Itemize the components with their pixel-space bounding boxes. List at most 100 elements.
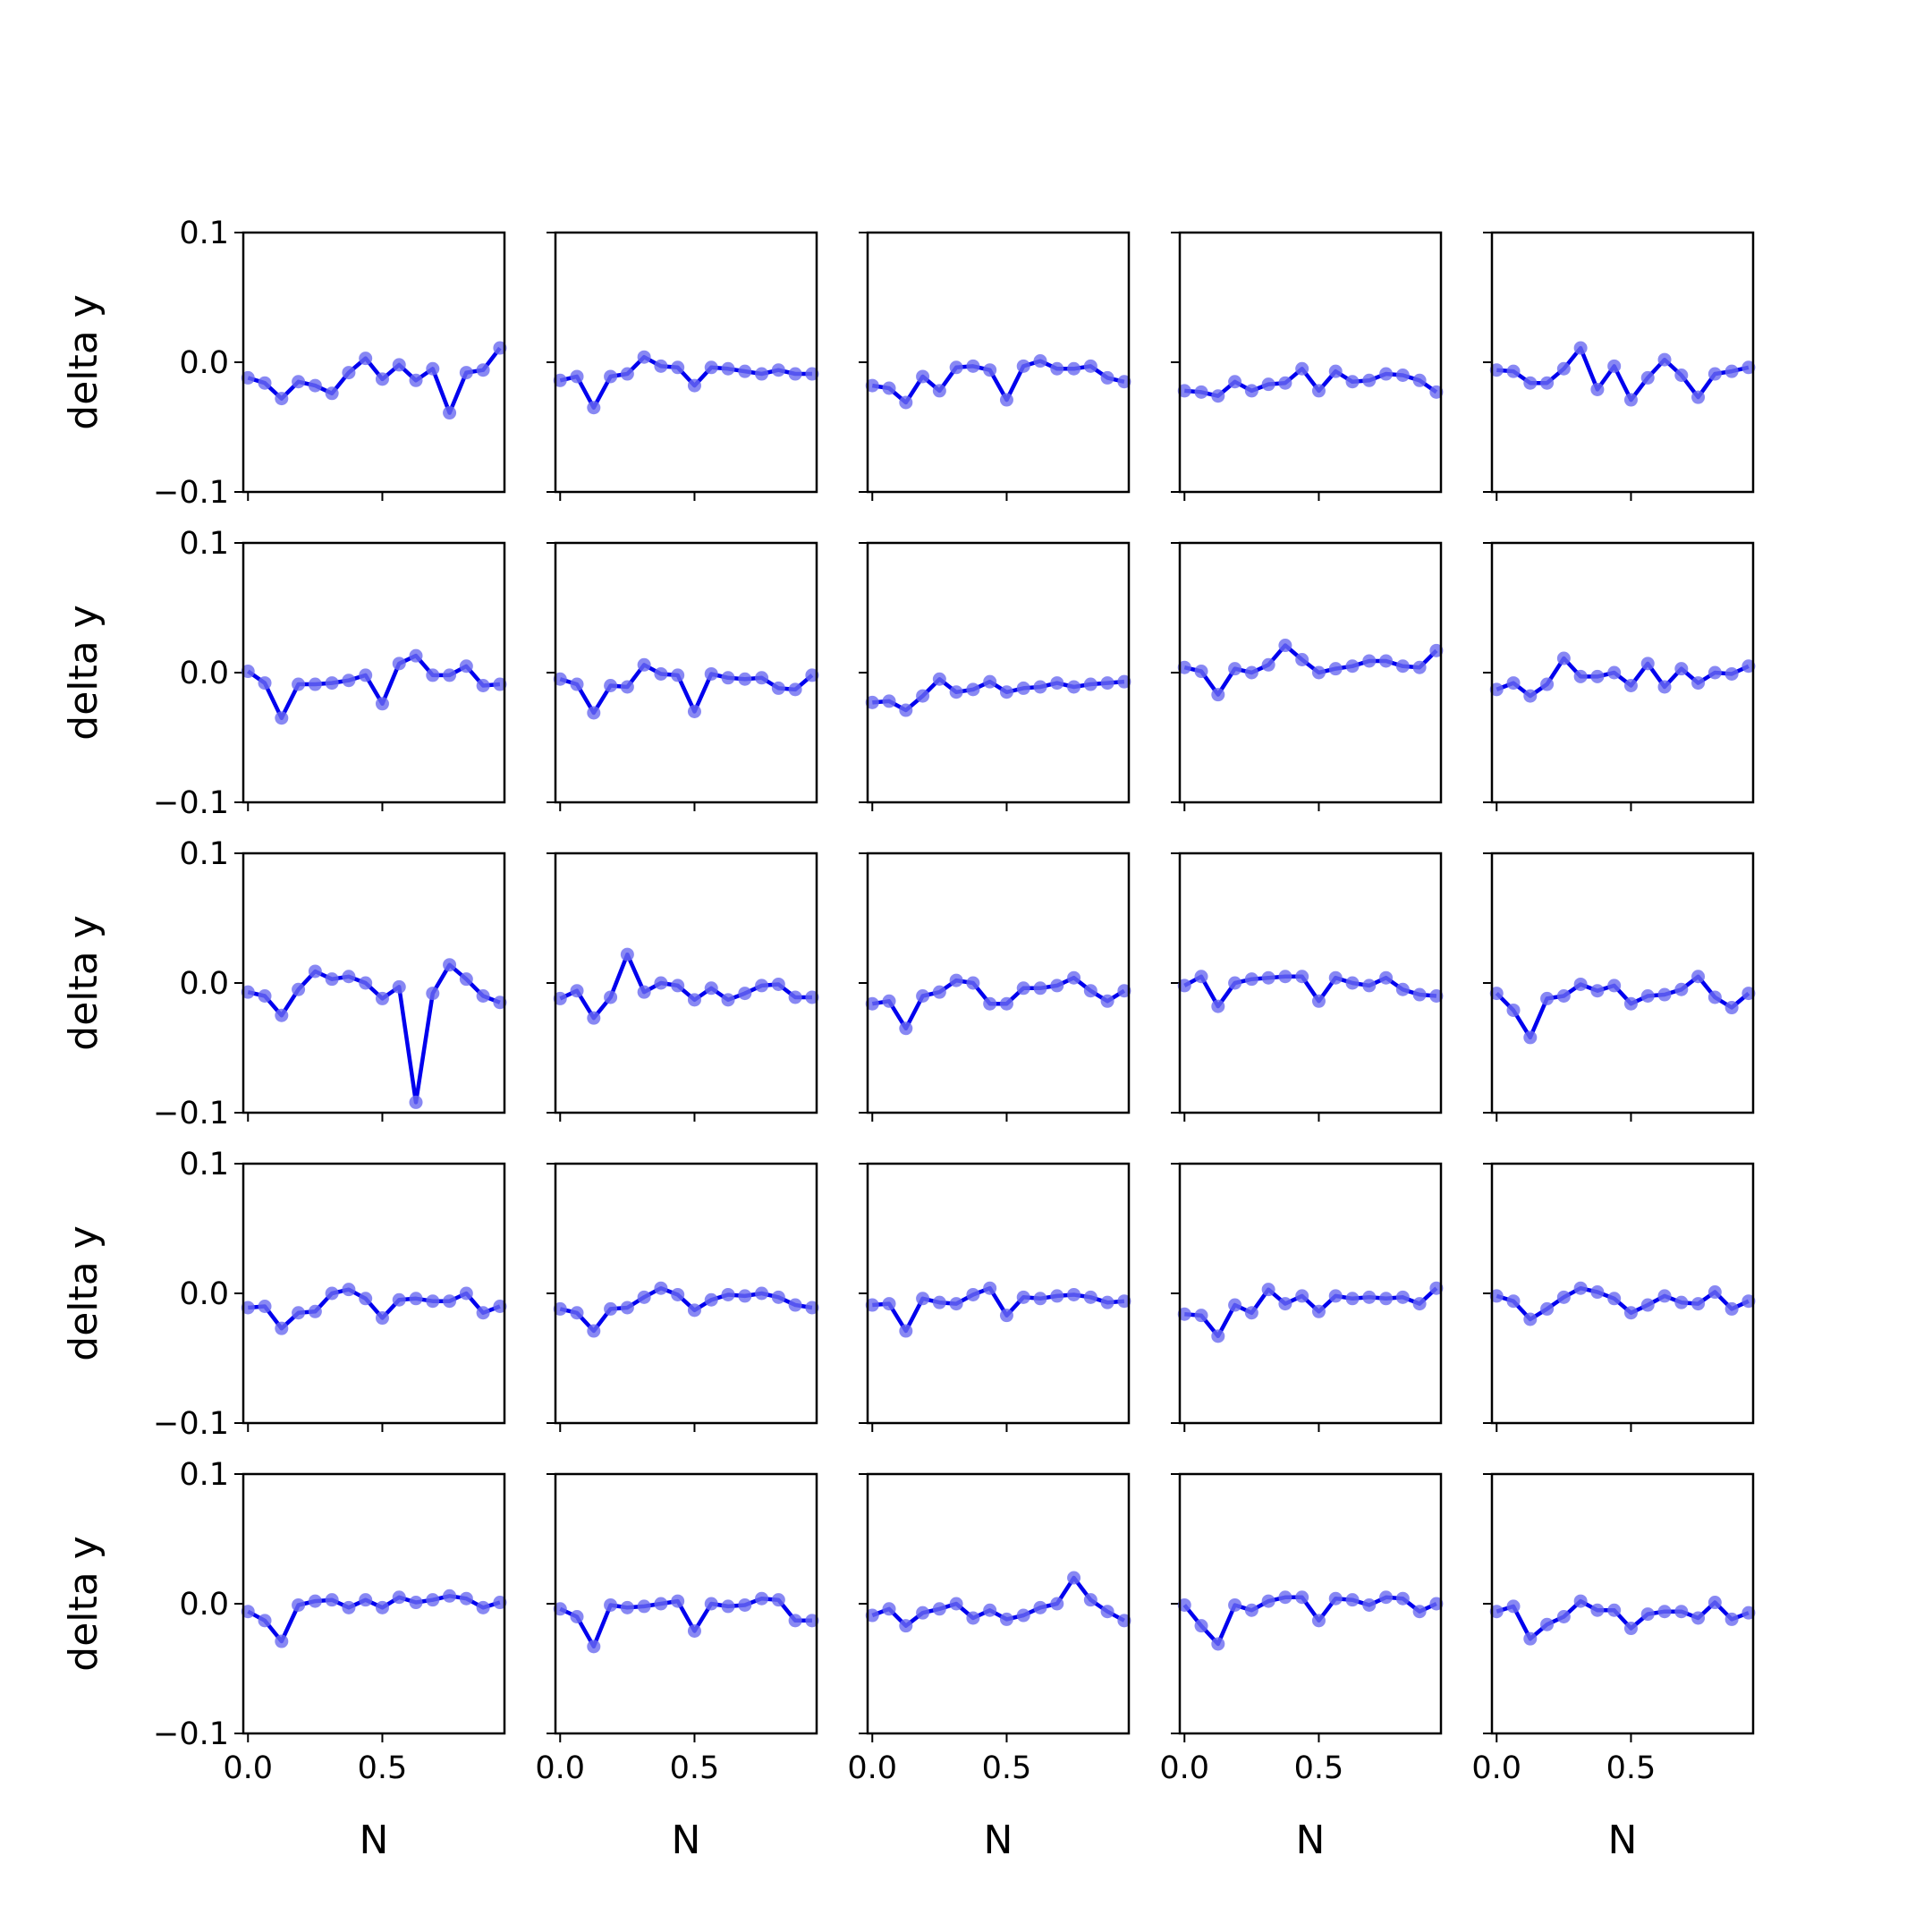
data-point <box>241 1301 255 1315</box>
axes-frame <box>1178 231 1443 494</box>
panel-5-3: 0.0 0.5 N <box>847 1472 1131 1863</box>
data-point <box>292 677 306 691</box>
data-point <box>620 1301 634 1315</box>
data-point <box>587 1324 601 1338</box>
data-point <box>999 996 1013 1011</box>
data-point <box>1100 676 1114 691</box>
data-point <box>1177 660 1191 674</box>
data-point <box>1345 1292 1360 1306</box>
data-point <box>1489 682 1504 697</box>
data-point <box>1177 1307 1191 1321</box>
data-point <box>1640 1298 1655 1312</box>
data-point <box>1244 972 1258 987</box>
data-point <box>587 1640 601 1654</box>
y-tick-label: 0.1 <box>179 1457 229 1493</box>
data-point <box>604 1301 618 1316</box>
data-point <box>1412 987 1427 1002</box>
x-tick-label: 0.5 <box>358 1750 408 1786</box>
data-point <box>671 1287 685 1301</box>
y-tick-label: 0.0 <box>179 656 229 691</box>
data-point <box>1244 1603 1258 1617</box>
data-point <box>932 1295 946 1309</box>
data-point <box>325 676 339 691</box>
axes-frame <box>1178 1162 1443 1425</box>
data-point <box>359 1292 373 1306</box>
data-point <box>755 367 769 381</box>
series-line <box>1495 974 1750 1040</box>
data-point <box>1244 665 1258 680</box>
data-point <box>771 681 785 695</box>
data-point <box>1623 1622 1638 1636</box>
data-point <box>1657 1289 1672 1303</box>
data-point <box>1328 1289 1343 1303</box>
data-point <box>1429 1281 1444 1295</box>
data-point <box>1623 996 1638 1011</box>
data-point <box>1412 660 1427 674</box>
data-point <box>1050 1597 1064 1611</box>
data-point <box>1657 680 1672 694</box>
data-point <box>1261 1283 1275 1297</box>
data-point <box>1211 389 1225 403</box>
data-point <box>771 977 785 991</box>
data-point <box>1211 999 1225 1013</box>
data-point <box>342 1283 356 1297</box>
data-point <box>671 360 685 375</box>
data-point <box>1311 384 1326 398</box>
series-line <box>1496 1598 1750 1641</box>
data-point <box>604 990 618 1004</box>
x-tick-label: 0.0 <box>1159 1750 1209 1786</box>
x-axis-label: N <box>672 1818 701 1863</box>
y-tick-label: 0.1 <box>179 526 229 562</box>
data-point <box>1412 1297 1427 1311</box>
data-point <box>1362 1290 1377 1304</box>
data-point <box>342 1600 356 1614</box>
data-point <box>1379 367 1394 381</box>
data-point <box>1328 970 1343 985</box>
data-point <box>1741 987 1756 1001</box>
data-point <box>476 1306 490 1320</box>
data-point <box>620 680 634 694</box>
data-point <box>493 341 507 355</box>
data-point <box>637 985 651 999</box>
data-point <box>1429 1597 1444 1611</box>
data-point <box>916 1606 930 1620</box>
data-point <box>1295 653 1309 666</box>
panel-2-3 <box>859 541 1131 811</box>
data-point <box>1395 369 1410 382</box>
data-point <box>1379 654 1394 668</box>
data-point <box>392 1590 406 1605</box>
data-point <box>1741 1294 1756 1309</box>
data-point <box>1707 990 1722 1004</box>
data-point <box>1295 1590 1309 1605</box>
data-point <box>916 369 930 384</box>
data-point <box>325 386 339 401</box>
axes-frame <box>242 852 506 1114</box>
data-point <box>292 375 306 389</box>
data-point <box>409 648 423 663</box>
data-point <box>899 703 913 717</box>
data-point <box>1707 1285 1722 1300</box>
data-point <box>1194 1619 1208 1633</box>
data-point <box>1489 1605 1504 1619</box>
data-point <box>443 1294 457 1309</box>
data-point <box>687 705 701 718</box>
data-point <box>1379 970 1394 985</box>
data-point <box>949 1597 963 1611</box>
data-point <box>1724 1301 1739 1316</box>
series-line <box>871 359 1125 405</box>
data-point <box>308 1594 322 1608</box>
data-point <box>292 1306 306 1320</box>
data-point <box>1083 677 1097 691</box>
data-point <box>966 682 980 697</box>
data-point <box>966 359 980 373</box>
data-point <box>409 1292 423 1306</box>
data-point <box>375 372 389 386</box>
data-point <box>1311 665 1326 680</box>
data-point <box>553 672 567 686</box>
data-point <box>1345 375 1360 389</box>
data-point <box>1540 1617 1555 1631</box>
y-tick-label: −0.1 <box>153 785 229 821</box>
data-point <box>1506 1003 1521 1017</box>
data-point <box>654 976 668 990</box>
data-point <box>721 1287 735 1301</box>
